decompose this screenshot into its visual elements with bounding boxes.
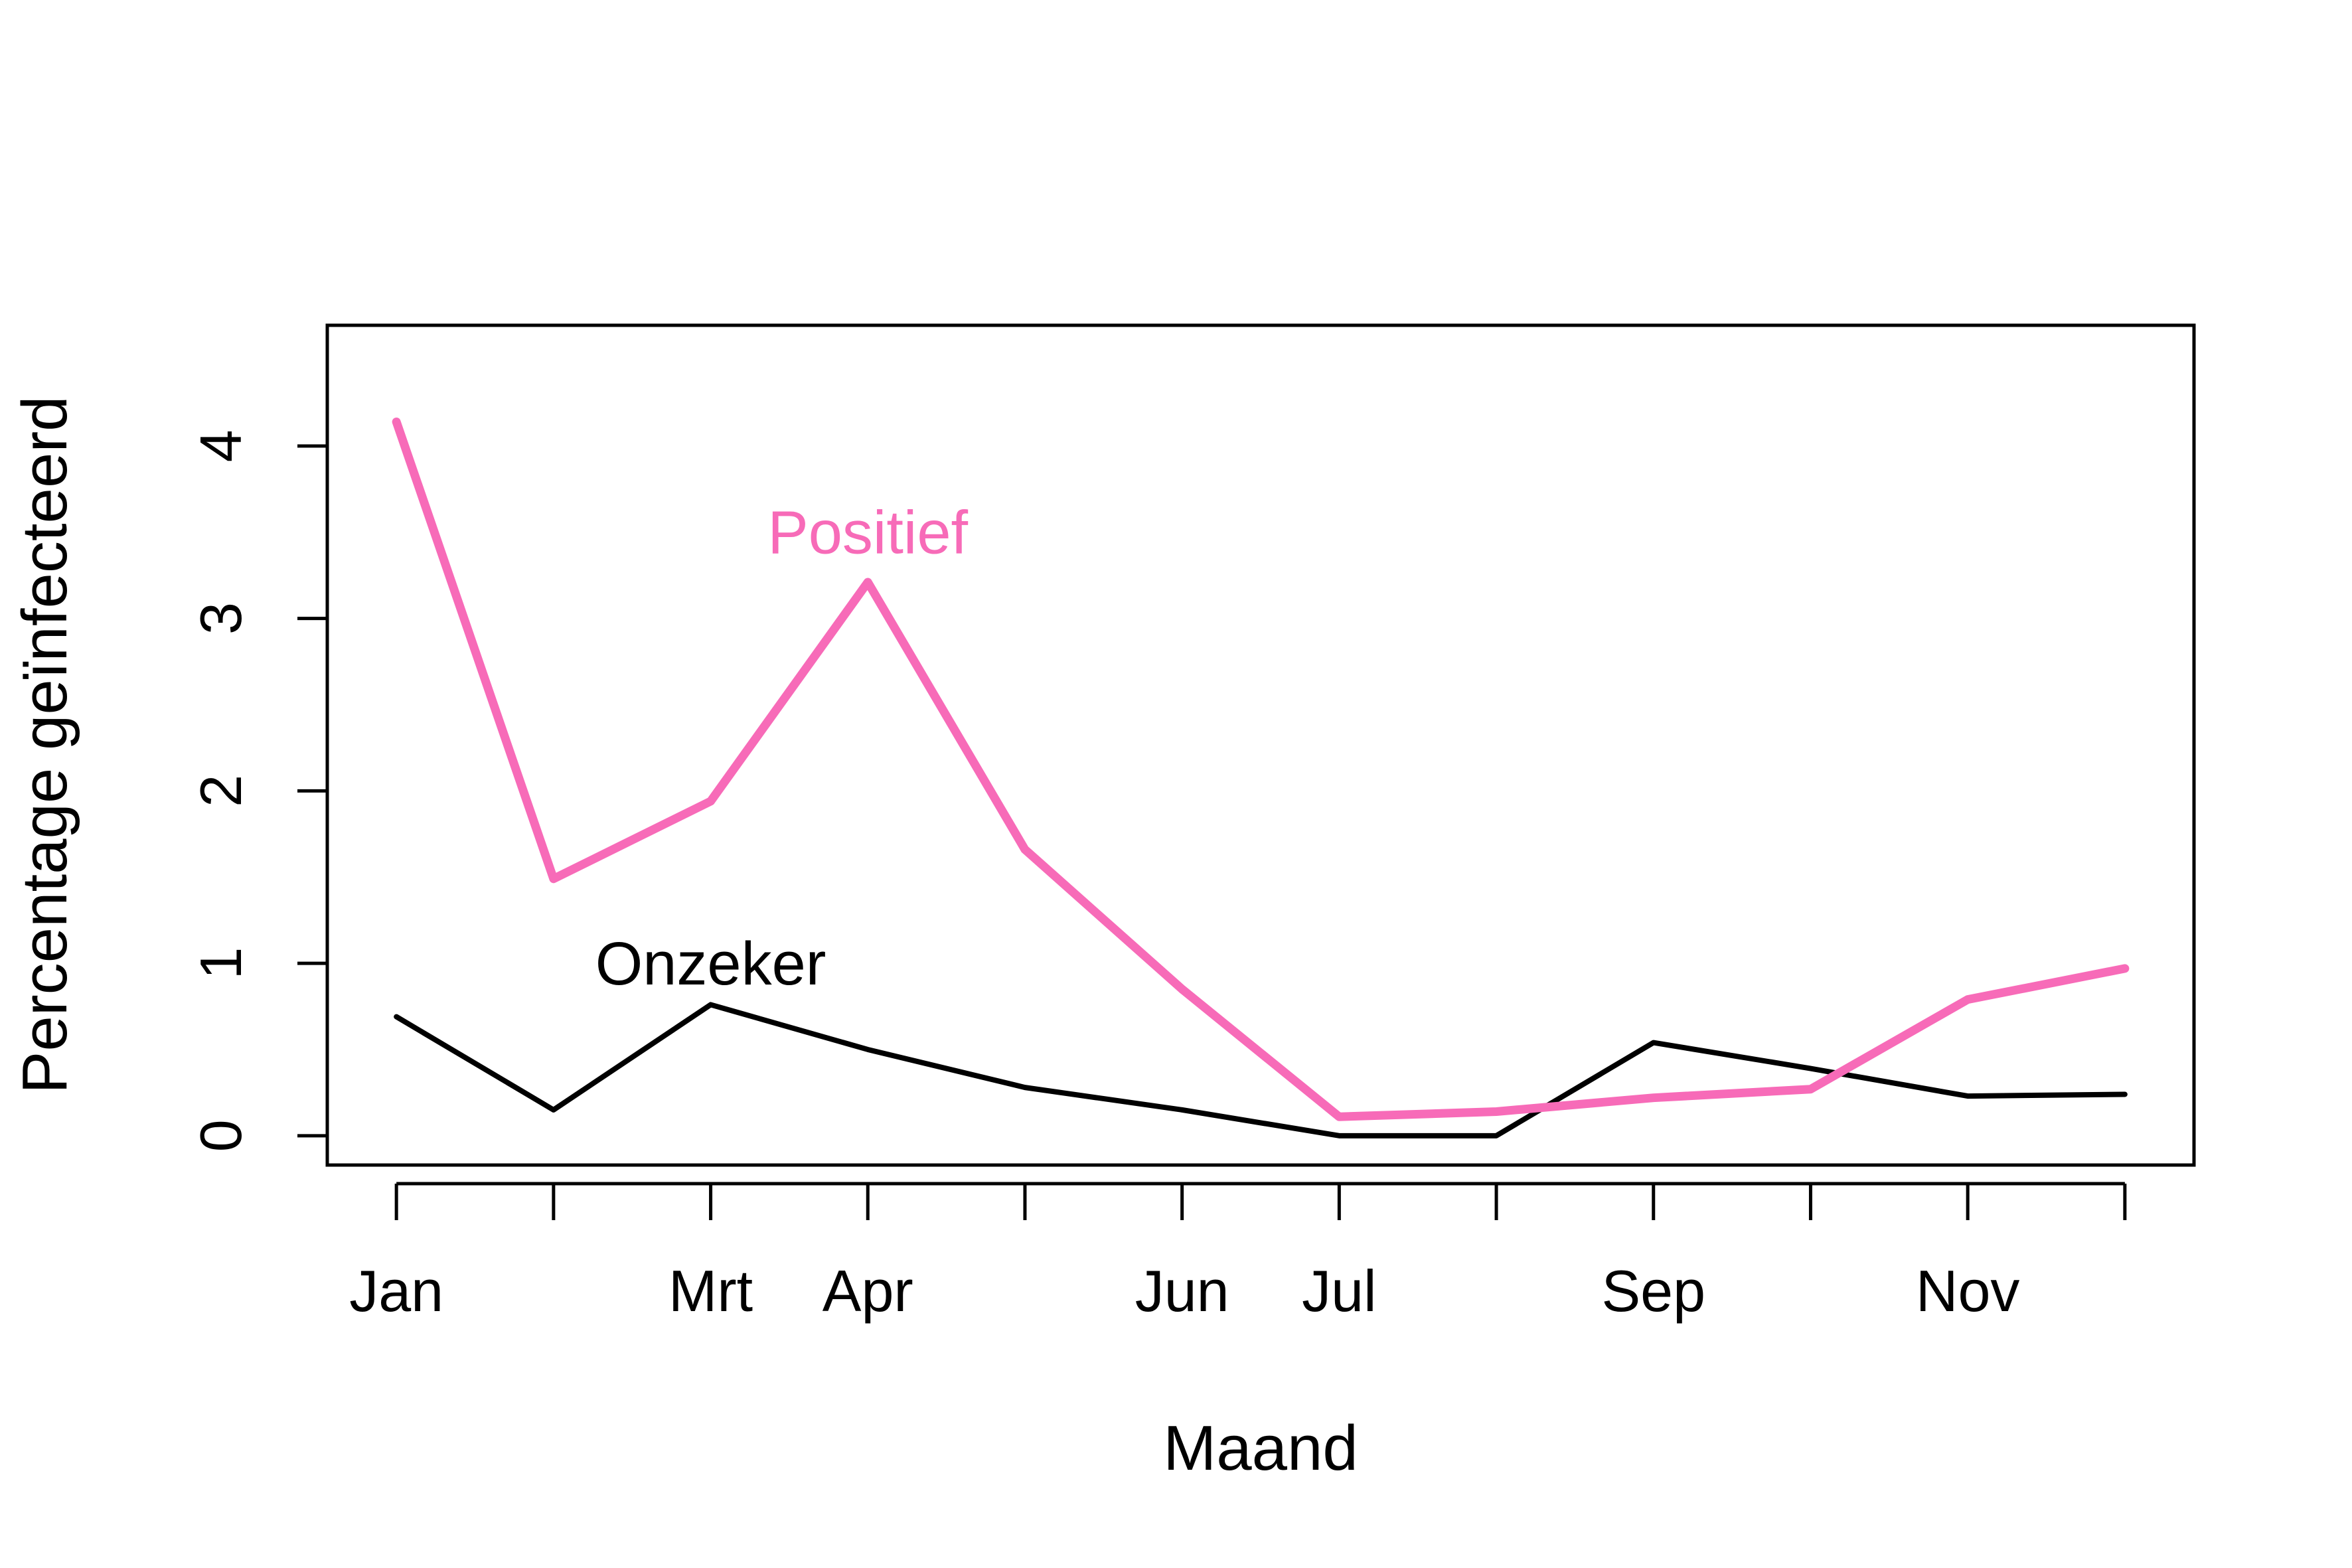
y-tick-label: 0 bbox=[188, 1119, 254, 1152]
x-tick-label: Jun bbox=[1135, 1258, 1229, 1324]
x-tick-label: Mrt bbox=[668, 1258, 753, 1324]
series-label-positief: Positief bbox=[767, 499, 968, 567]
y-axis: 0 1 2 3 4 bbox=[188, 430, 327, 1152]
x-tick-label: Sep bbox=[1601, 1258, 1705, 1324]
series-line-onzeker bbox=[394, 1002, 2128, 1138]
y-tick-label: 4 bbox=[188, 430, 254, 462]
x-tick-label: Nov bbox=[1916, 1258, 2020, 1324]
y-tick-label: 2 bbox=[188, 775, 254, 807]
series-label-onzeker: Onzeker bbox=[595, 930, 826, 998]
y-tick-label: 1 bbox=[188, 947, 254, 980]
x-axis: Jan Mrt Apr Jun Jul Sep Nov bbox=[349, 1182, 2127, 1324]
x-tick-label: Jan bbox=[349, 1258, 443, 1324]
series-line-positief bbox=[392, 417, 2130, 1121]
y-axis-title: Percentage geïnfecteerd bbox=[9, 396, 80, 1093]
y-tick-label: 3 bbox=[188, 602, 254, 635]
x-tick-label: Apr bbox=[823, 1258, 913, 1324]
x-tick-label: Jul bbox=[1302, 1258, 1377, 1324]
x-axis-title: Maand bbox=[1163, 1413, 1358, 1484]
series-layer: Positief Onzeker bbox=[392, 417, 2130, 1138]
plot-frame bbox=[325, 323, 2196, 1167]
